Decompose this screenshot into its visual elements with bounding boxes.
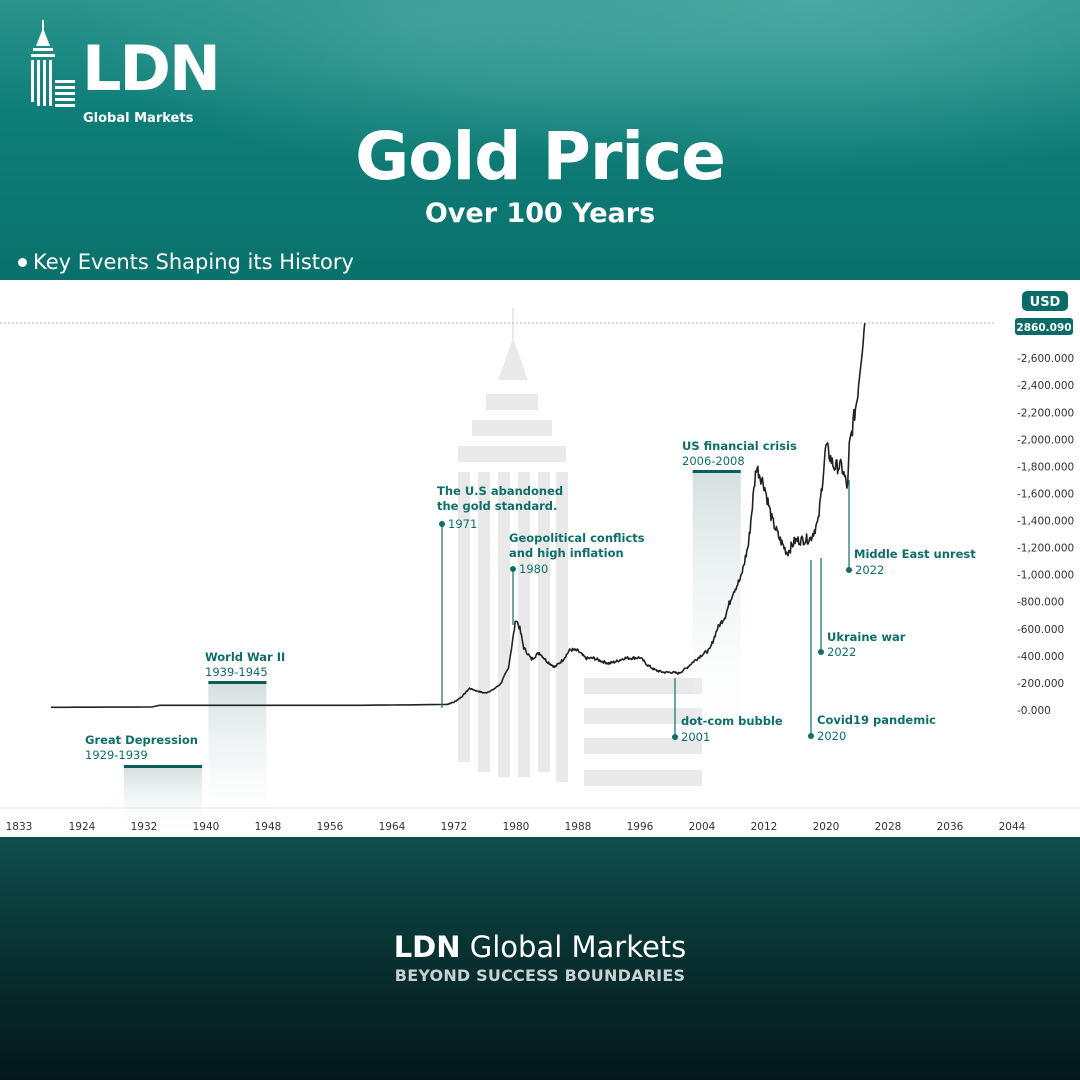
building-watermark-icon bbox=[458, 308, 702, 786]
event-period: 2020 bbox=[817, 729, 846, 743]
event-label: US financial crisis bbox=[682, 439, 797, 453]
y-tick-label: -200.000 bbox=[1017, 678, 1064, 690]
y-tick-label: -2,200.000 bbox=[1017, 407, 1074, 419]
event-label: and high inflation bbox=[509, 546, 624, 560]
building-logo-icon bbox=[31, 20, 75, 107]
event-period: 1980 bbox=[519, 562, 548, 576]
y-tick-label: -2,000.000 bbox=[1017, 434, 1074, 446]
page-subtitle: Over 100 Years bbox=[424, 198, 656, 229]
event-label: World War II bbox=[205, 650, 285, 664]
event-period: 2022 bbox=[827, 645, 856, 659]
x-tick-label: 2012 bbox=[751, 821, 778, 833]
x-tick-label: 1956 bbox=[317, 821, 344, 833]
y-tick-label: -400.000 bbox=[1017, 651, 1064, 663]
y-tick-label: -1,400.000 bbox=[1017, 516, 1074, 528]
period-shade bbox=[123, 767, 203, 837]
footer-brand-rest: Global Markets bbox=[469, 930, 687, 964]
x-tick-label: 2044 bbox=[999, 821, 1026, 833]
event-period: 1939-1945 bbox=[205, 665, 268, 679]
y-tick-label: -1,200.000 bbox=[1017, 543, 1074, 555]
event-label: Geopolitical conflicts bbox=[509, 531, 645, 545]
logo-wordmark: LDN bbox=[82, 32, 221, 105]
event-period: 2006-2008 bbox=[682, 454, 745, 468]
event-marker bbox=[672, 734, 678, 740]
header-background bbox=[0, 0, 1080, 280]
last-price-value: 2860.090 bbox=[1016, 322, 1071, 334]
y-tick-label: -1,800.000 bbox=[1017, 461, 1074, 473]
bullet-icon bbox=[18, 257, 27, 267]
y-tick-label: -1,600.000 bbox=[1017, 488, 1074, 500]
y-tick-label: -0.000 bbox=[1017, 705, 1051, 717]
event-period: 2001 bbox=[681, 730, 710, 744]
event-marker bbox=[510, 566, 516, 572]
event-marker bbox=[846, 567, 852, 573]
y-tick-label: -800.000 bbox=[1017, 597, 1064, 609]
footer-brand-bold: LDN bbox=[393, 930, 461, 964]
x-tick-label: 2004 bbox=[689, 821, 716, 833]
x-tick-label: 2036 bbox=[937, 821, 964, 833]
x-tick-label: 1932 bbox=[131, 821, 158, 833]
event-label: dot-com bubble bbox=[681, 714, 783, 728]
event-marker bbox=[818, 649, 824, 655]
x-tick-label: 1988 bbox=[565, 821, 592, 833]
x-tick-label: 1996 bbox=[627, 821, 654, 833]
page-title: Gold Price bbox=[355, 118, 726, 195]
y-tick-label: -1,000.000 bbox=[1017, 570, 1074, 582]
period-bar bbox=[692, 470, 741, 473]
section-label: Key Events Shaping its History bbox=[33, 250, 354, 274]
event-label: Great Depression bbox=[85, 733, 198, 747]
period-bar bbox=[123, 765, 203, 768]
x-tick-label: 1972 bbox=[441, 821, 468, 833]
footer-brand: LDN Global Markets bbox=[0, 930, 1080, 964]
event-label: the gold standard. bbox=[437, 499, 557, 513]
x-tick-label: 1964 bbox=[379, 821, 406, 833]
x-tick-label: 1980 bbox=[503, 821, 530, 833]
y-tick-label: -2,600.000 bbox=[1017, 353, 1074, 365]
event-label: Ukraine war bbox=[827, 630, 906, 644]
event-marker bbox=[808, 733, 814, 739]
y-tick-label: -600.000 bbox=[1017, 624, 1064, 636]
x-tick-label: 1940 bbox=[193, 821, 220, 833]
x-tick-label: 1833 bbox=[6, 821, 33, 833]
period-shade bbox=[692, 472, 741, 750]
period-shade bbox=[208, 683, 267, 837]
section-label-row: Key Events Shaping its History bbox=[18, 250, 354, 274]
currency-badge: USD bbox=[1022, 291, 1068, 311]
event-period: 1929-1939 bbox=[85, 748, 148, 762]
event-label: Covid19 pandemic bbox=[817, 713, 936, 727]
x-tick-label: 1948 bbox=[255, 821, 282, 833]
event-marker bbox=[439, 521, 445, 527]
event-label: Middle East unrest bbox=[854, 547, 976, 561]
event-period: 1971 bbox=[448, 517, 477, 531]
period-bar bbox=[208, 681, 267, 684]
footer-background bbox=[0, 837, 1080, 1080]
footer-tagline: BEYOND SUCCESS BOUNDARIES bbox=[394, 966, 686, 985]
currency-label: USD bbox=[1030, 295, 1061, 310]
x-tick-label: 2020 bbox=[813, 821, 840, 833]
price-line bbox=[51, 322, 866, 709]
y-tick-label: -2,400.000 bbox=[1017, 380, 1074, 392]
event-period: 2022 bbox=[855, 563, 884, 577]
last-price-badge: 2860.090 bbox=[1015, 318, 1073, 335]
event-label: The U.S abandoned bbox=[437, 484, 563, 498]
x-tick-label: 1924 bbox=[69, 821, 96, 833]
x-tick-label: 2028 bbox=[875, 821, 902, 833]
logo-subtitle: Global Markets bbox=[83, 111, 194, 126]
